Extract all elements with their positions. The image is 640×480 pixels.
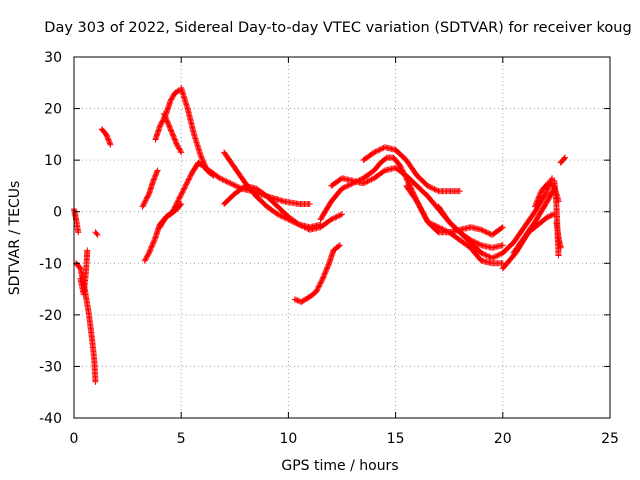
data-series-arc-25 xyxy=(553,219,564,251)
y-tick-label: 10 xyxy=(44,153,62,169)
data-series-arc-18 xyxy=(360,144,463,195)
data-series-arc-12 xyxy=(195,159,313,207)
x-tick-label: 15 xyxy=(387,431,405,447)
data-markers xyxy=(71,84,568,385)
marker-trail xyxy=(221,149,324,231)
marker-trail xyxy=(195,159,313,207)
marker-trail xyxy=(360,144,463,195)
chart-title: Day 303 of 2022, Sidereal Day-to-day VTE… xyxy=(44,20,631,36)
marker-trail xyxy=(403,182,506,238)
data-series-arc-11 xyxy=(156,201,185,231)
marker-trail xyxy=(77,247,91,298)
x-tick-label: 5 xyxy=(177,431,186,447)
data-series-arc-20 xyxy=(435,175,556,262)
marker-trail xyxy=(156,201,185,231)
x-tick-label: 0 xyxy=(70,431,79,447)
x-tick-label: 25 xyxy=(601,431,619,447)
data-series-arc-14 xyxy=(221,149,324,231)
marker-trail xyxy=(161,110,185,156)
y-tick-label: -30 xyxy=(39,359,62,375)
axis-ticks: 0 5 10 15 20 25 -40 -30 -20 -10 0 10 20 30 xyxy=(39,50,619,447)
marker-trail xyxy=(435,175,556,262)
data-series-arc-04 xyxy=(92,229,101,238)
data-series-arc-09 xyxy=(161,110,185,156)
marker-trail xyxy=(557,154,568,166)
y-tick-label: -10 xyxy=(39,256,62,272)
plot-frame xyxy=(73,56,611,419)
data-series-arc-19 xyxy=(403,182,506,238)
x-tick-label: 20 xyxy=(494,431,512,447)
marker-trail xyxy=(98,126,114,148)
marker-trail xyxy=(139,167,161,210)
data-series-arc-22 xyxy=(510,185,558,256)
y-tick-label: 0 xyxy=(53,205,62,221)
marker-trail xyxy=(510,185,558,256)
y-tick-label: 20 xyxy=(44,102,62,118)
y-axis-label: SDTVAR / TECUs xyxy=(7,181,23,296)
x-tick-label: 10 xyxy=(279,431,297,447)
y-tick-label: -40 xyxy=(39,411,62,427)
data-series-arc-05 xyxy=(98,126,114,148)
x-axis-label: GPS time / hours xyxy=(281,458,398,474)
data-series-arc-03 xyxy=(77,247,91,298)
data-series-arc-26 xyxy=(557,154,568,166)
y-tick-label: -20 xyxy=(39,308,62,324)
data-series-arc-07 xyxy=(139,167,161,210)
marker-trail xyxy=(553,219,564,251)
y-tick-label: 30 xyxy=(44,50,62,66)
marker-trail xyxy=(92,229,101,238)
data-series-arc-15 xyxy=(291,242,343,305)
marker-trail xyxy=(291,242,343,305)
